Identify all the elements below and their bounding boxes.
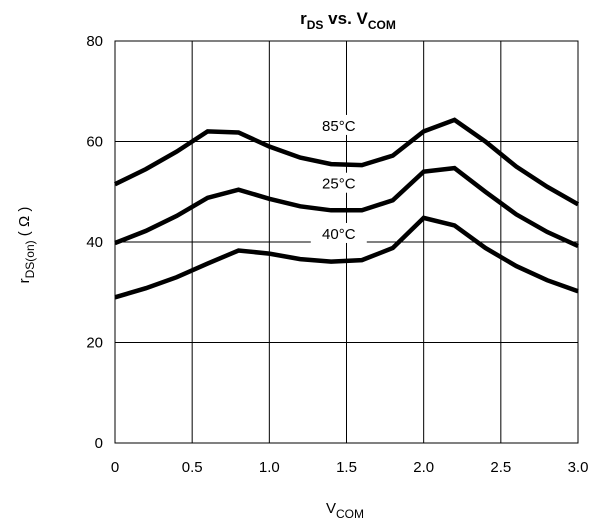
- series-line-1: [114, 117, 580, 207]
- x-tick-label: 0.5: [182, 459, 203, 476]
- x-tick-label: 1.5: [336, 459, 357, 476]
- y-tick-label: 80: [86, 33, 103, 50]
- series-label-bg: [310, 222, 367, 243]
- series-label-bg: [310, 172, 367, 193]
- x-tick-label: 1.0: [259, 459, 280, 476]
- y-tick-label: 60: [86, 134, 103, 151]
- series-line-3: [114, 215, 579, 300]
- x-tick-label: 0: [111, 459, 119, 476]
- series-label-2: 25°C: [322, 176, 356, 193]
- x-tick-label: 3.0: [568, 459, 589, 476]
- series-label-3: 40°C: [322, 226, 356, 243]
- y-tick-label: 40: [86, 234, 103, 251]
- y-tick-label: 0: [95, 435, 103, 452]
- series-lines: [114, 117, 580, 300]
- x-axis-label: VCOM: [326, 500, 364, 521]
- y-tick-label: 20: [86, 335, 103, 352]
- x-tick-label: 2.5: [490, 459, 511, 476]
- series-line-2: [114, 165, 579, 249]
- y-axis-label: rDS(on) ( Ω ): [16, 207, 37, 284]
- x-tick-label: 2.0: [413, 459, 434, 476]
- tick-labels: 0 0.5 1.0 1.5 2.0 2.5 3.0 0 20 40 60 80: [86, 33, 588, 476]
- chart-title: rDS vs. VCOM: [300, 9, 396, 32]
- series-label-1: 85°C: [322, 118, 356, 135]
- series-labels: 85°C 25°C 40°C: [310, 114, 367, 243]
- series-label-bg: [310, 114, 367, 135]
